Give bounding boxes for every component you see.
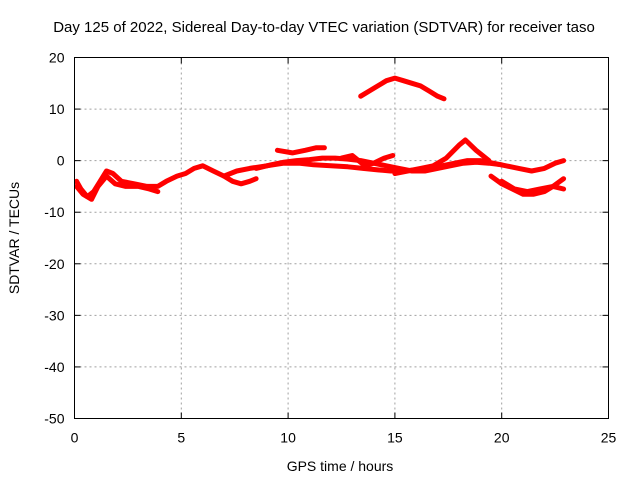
series-line-arc-7 [392, 137, 492, 176]
x-tick-label: 10 [280, 430, 296, 446]
series-layer [74, 75, 567, 202]
x-tick-label: 5 [177, 430, 185, 446]
series-line-arc-8 [358, 75, 447, 102]
y-tick-label: -30 [44, 307, 64, 323]
series-line-arc-5 [274, 145, 327, 156]
x-tick-label: 25 [601, 430, 617, 446]
y-tick-label: -40 [44, 359, 64, 375]
series-line-arc-2 [74, 173, 161, 202]
y-tick-label: 10 [49, 101, 65, 117]
x-tick-label: 15 [387, 430, 403, 446]
x-axis-title: GPS time / hours [287, 458, 394, 474]
grid-layer [74, 57, 609, 419]
y-tick-label: 0 [57, 153, 65, 169]
x-tick-label: 0 [71, 430, 79, 446]
series-line-arc-10 [499, 178, 567, 195]
y-axis-title: SDTVAR / TECUs [6, 182, 22, 294]
y-tick-label: 20 [49, 50, 65, 66]
y-tick-label: -10 [44, 204, 64, 220]
y-tick-label: -50 [44, 411, 64, 427]
plot-frame [74, 57, 609, 419]
chart-title: Day 125 of 2022, Sidereal Day-to-day VTE… [53, 19, 595, 36]
tick-layer: 0 5 10 15 20 25 -50 -40 -30 -20 -10 0 10 20 [44, 50, 616, 446]
series-line-arc-4 [253, 155, 505, 174]
series-line-arc-6 [339, 153, 396, 169]
y-tick-label: -20 [44, 256, 64, 272]
x-tick-label: 20 [494, 430, 510, 446]
